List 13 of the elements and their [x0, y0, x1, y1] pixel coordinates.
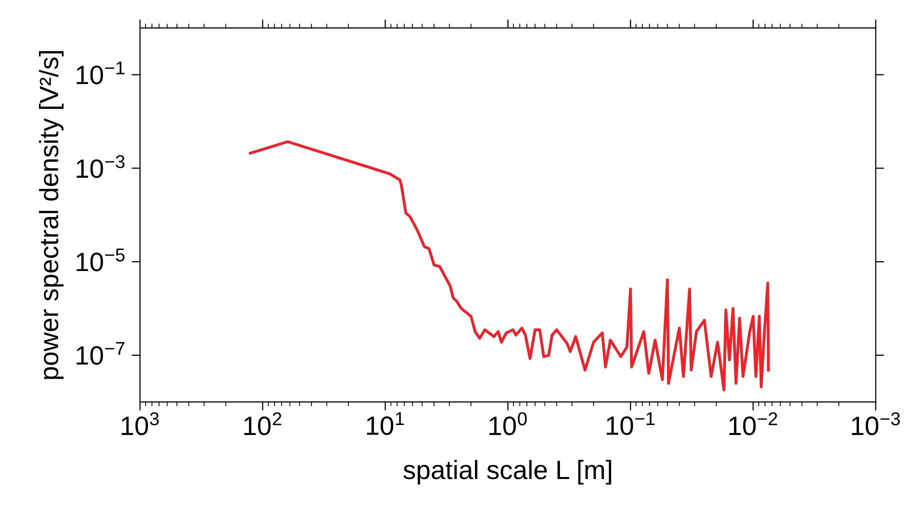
- y-tick-label: 10$^{−1}$: [76, 62, 124, 84]
- x-tick-label: 10$^{1}$: [366, 412, 404, 436]
- x-tick-label: 10$^{2}$: [244, 412, 282, 436]
- x-axis-title: spatial scale L [m]: [404, 460, 612, 484]
- y-tick-label: 10$^{−7}$: [76, 342, 124, 365]
- y-tick-label: 10$^{−3}$: [76, 155, 125, 178]
- y-axis-title: power spectral density [V²/s]: [38, 51, 64, 379]
- y-tick-label: 10$^{−5}$: [76, 248, 125, 272]
- x-tick-label: 10$^{−1}$: [606, 412, 655, 436]
- x-tick-label: 10$^{0}$: [490, 412, 527, 436]
- x-tick-label: 10$^{3}$: [122, 412, 159, 436]
- x-tick-label: 10$^{−3}$: [852, 412, 900, 436]
- x-tick-label: 10$^{−2}$: [729, 412, 778, 436]
